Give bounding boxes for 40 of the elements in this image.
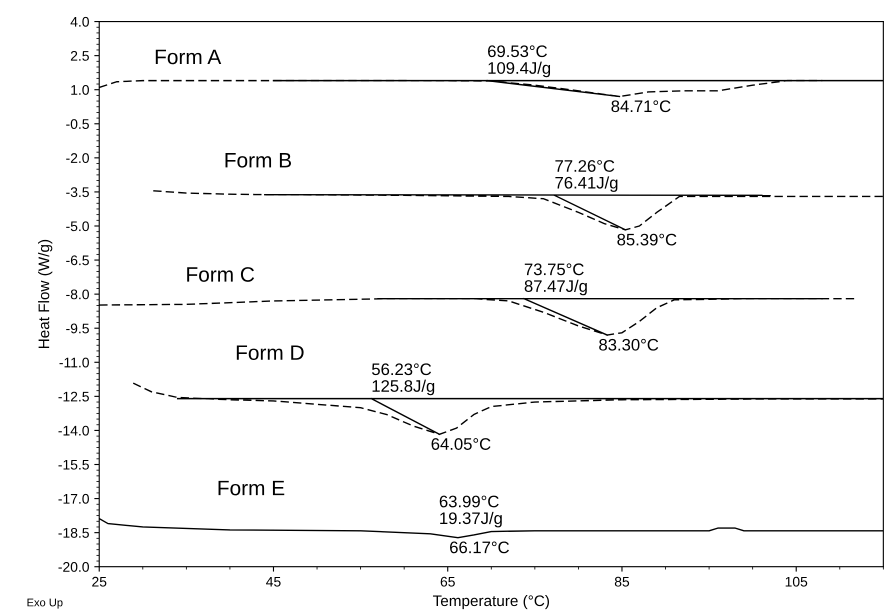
y-tick-label: -5.0 [66,221,89,232]
y-tick-label: -20.0 [58,562,89,572]
y-tick-label: -15.5 [58,460,89,470]
x-axis-title: Temperature (°C) [432,594,550,610]
annotation: 66.17°C [450,541,509,554]
y-tick-label: 4.0 [70,16,89,27]
y-tick-label: -18.5 [58,528,89,538]
y-tick-label: -8.0 [66,289,89,300]
y-tick-label: -12.5 [58,392,89,402]
y-tick-label: -0.5 [66,119,89,129]
series-label: Form D [236,345,304,360]
y-tick-label: -3.5 [66,187,89,198]
annotation: 56.23°C 125.8J/g [372,363,434,396]
y-tick-label: -11.0 [59,358,89,368]
y-tick-label: -6.5 [66,255,89,266]
y-tick-label: -14.0 [58,426,89,436]
annotation: 84.71°C [611,100,671,112]
annotation: 64.05°C [432,438,491,450]
x-tick-label: 45 [266,576,281,587]
annotation: 83.30°C [599,338,658,351]
series-label: Form C [187,267,254,282]
annotation: 77.26°C 76.41J/g [555,160,618,192]
annotation: 73.75°C 87.47J/g [524,263,587,296]
y-tick-label: 1.0 [71,85,89,95]
x-tick-label: 65 [440,576,455,587]
annotation: 63.99°C 19.37J/g [440,496,502,528]
x-tick-label: 105 [786,576,808,587]
y-axis-title: Heat Flow (W/g) [38,240,52,348]
y-tick-label: -17.0 [58,494,89,504]
y-tick-label: -2.0 [66,153,89,164]
x-tick-label: 25 [92,576,106,587]
y-tick-label: 2.5 [70,50,89,61]
series-label: Form A [156,50,222,64]
annotation: 69.53°C 109.4J/g [488,45,550,78]
text: Exo Up [27,598,63,609]
annotation: 85.39°C [617,234,676,246]
y-tick-label: -9.5 [66,324,89,334]
series-label: Form B [226,153,292,168]
series-label: Form E [218,480,284,496]
x-tick-label: 85 [614,576,630,587]
